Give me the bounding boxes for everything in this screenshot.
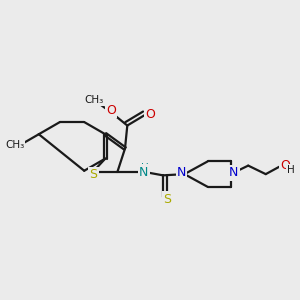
Text: N: N (229, 167, 238, 179)
Text: CH₃: CH₃ (85, 95, 104, 105)
Text: CH₃: CH₃ (5, 140, 24, 150)
Text: S: S (90, 168, 98, 181)
Text: H: H (287, 166, 295, 176)
Text: O: O (280, 159, 290, 172)
Text: H: H (141, 163, 149, 173)
Text: O: O (106, 103, 116, 116)
Text: O: O (146, 108, 155, 121)
Text: N: N (139, 166, 148, 179)
Text: N: N (177, 167, 186, 179)
Text: S: S (164, 193, 171, 206)
